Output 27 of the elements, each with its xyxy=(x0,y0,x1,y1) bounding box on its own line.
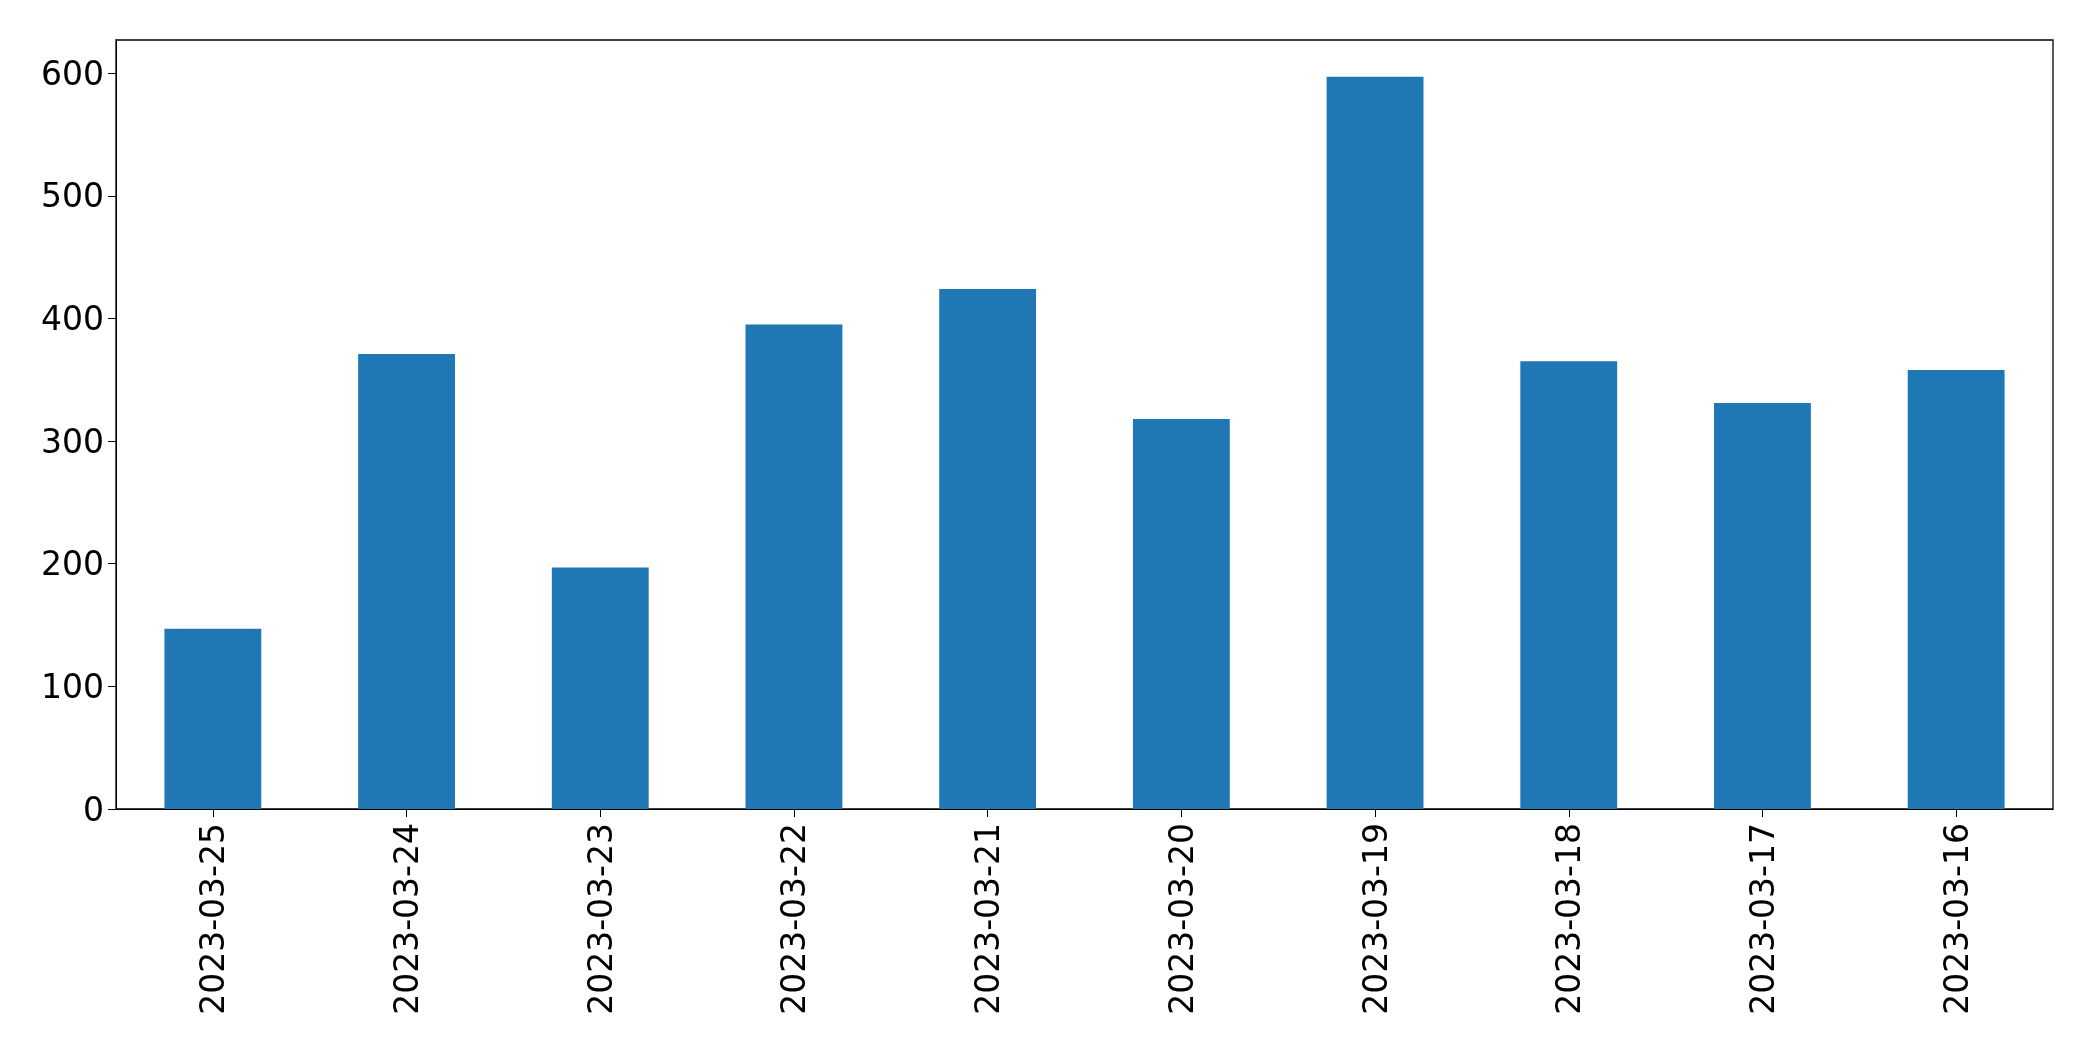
x-tick-label: 2023-03-18 xyxy=(1549,823,1589,1015)
bar xyxy=(1520,361,1618,809)
x-tick-label: 2023-03-22 xyxy=(774,823,814,1015)
y-tick-label: 500 xyxy=(41,176,104,216)
bar xyxy=(164,628,262,809)
y-tick-label: 200 xyxy=(41,544,104,584)
y-tick-label: 0 xyxy=(83,789,104,829)
bar xyxy=(1132,418,1230,809)
x-tick-label: 2023-03-21 xyxy=(968,823,1008,1015)
y-tick-label: 100 xyxy=(41,666,104,706)
x-tick-label: 2023-03-25 xyxy=(193,823,233,1015)
bar xyxy=(745,324,843,809)
bar xyxy=(551,567,649,809)
y-tick-label: 400 xyxy=(41,298,104,338)
y-tick-label: 600 xyxy=(41,53,104,93)
bar xyxy=(939,288,1037,809)
x-tick-label: 2023-03-17 xyxy=(1742,823,1782,1015)
x-tick-label: 2023-03-19 xyxy=(1355,823,1395,1015)
bar xyxy=(1714,403,1811,809)
bar xyxy=(1907,369,2005,809)
bar xyxy=(358,353,455,809)
bar xyxy=(1326,76,1424,809)
x-tick-label: 2023-03-20 xyxy=(1161,823,1201,1015)
x-tick-label: 2023-03-24 xyxy=(387,823,427,1015)
y-tick-label: 300 xyxy=(41,421,104,461)
x-tick-label: 2023-03-23 xyxy=(580,823,620,1015)
x-tick-label: 2023-03-16 xyxy=(1936,823,1976,1015)
